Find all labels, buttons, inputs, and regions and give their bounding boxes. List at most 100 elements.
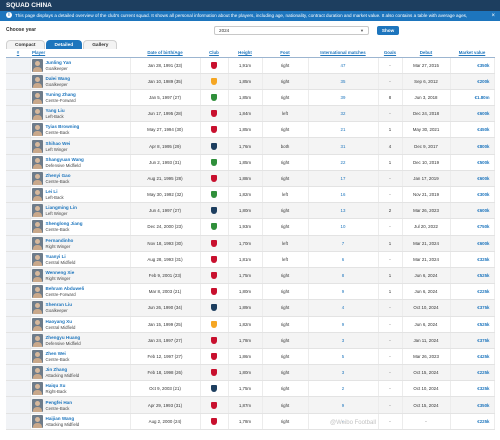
table-row[interactable]: Pengfei Han Centre-Back Apr 29, 1993 (31) 1… (6, 396, 495, 414)
player-name-link[interactable]: Tyias Browning (45, 124, 80, 130)
table-row[interactable]: Yuanyi Li Central Midfield Aug 28, 1993 (3… (6, 251, 495, 268)
matches-cell[interactable]: 9 (308, 396, 379, 414)
club-crest-icon[interactable] (211, 369, 217, 377)
matches-cell[interactable]: 31 (308, 137, 379, 155)
avatar[interactable] (31, 220, 43, 234)
avatar[interactable] (31, 123, 43, 137)
table-row[interactable]: Zhengyu Huang Defensive Midfield Jan 24, 1… (6, 332, 495, 349)
matches-cell[interactable]: 32 (308, 105, 379, 123)
table-row[interactable]: Zhen Wei Centre-Back Feb 12, 1997 (27) 1,86… (6, 348, 495, 366)
col-header-foot[interactable]: Foot (262, 49, 308, 58)
club-crest-icon[interactable] (211, 239, 217, 247)
tab-gallery[interactable]: Gallery (83, 40, 118, 49)
avatar[interactable] (31, 317, 43, 331)
club-crest-icon[interactable] (211, 401, 217, 409)
market-value-link[interactable]: €600k (450, 105, 495, 123)
market-value-link[interactable]: €450k (450, 121, 495, 139)
market-value-link[interactable]: €375k (450, 332, 495, 349)
club-crest-icon[interactable] (211, 158, 217, 166)
club-crest-icon[interactable] (211, 320, 217, 328)
matches-cell[interactable]: 13 (308, 202, 379, 220)
player-name-link[interactable]: Dalei Wang (45, 75, 71, 81)
club-crest-icon[interactable] (211, 304, 217, 312)
year-select[interactable]: 2024 ▼ (214, 25, 370, 35)
player-name-link[interactable]: Zhenyi Gao (45, 172, 71, 178)
player-name-link[interactable]: Jin Zhang (45, 367, 68, 373)
market-value-link[interactable]: €200k (450, 73, 495, 90)
table-row[interactable]: Haoyang Xu Central Midfield Jan 15, 1999 (… (6, 316, 495, 333)
player-name-link[interactable]: Zhen Wei (45, 350, 66, 356)
matches-cell[interactable]: 6 (308, 251, 379, 268)
club-crest-icon[interactable] (211, 207, 217, 215)
avatar[interactable] (31, 366, 43, 380)
avatar[interactable] (31, 382, 43, 396)
player-name-link[interactable]: Liangming Lin (45, 205, 77, 211)
table-row[interactable]: Wenneng Xie Right Winger Feb 9, 2001 (23) 1… (6, 267, 495, 285)
col-header-club[interactable]: Club (200, 49, 228, 58)
player-name-link[interactable]: Haoyang Xu (45, 318, 73, 324)
table-row[interactable]: Haiqu Xu Right-Back Oct 9, 2003 (21) 1,75m r… (6, 380, 495, 398)
table-row[interactable]: Yuning Zhang Centre-Forward Jan 5, 1997 (2… (6, 89, 495, 107)
table-row[interactable]: Shangyuan Wang Defensive Midfield Jun 2, 1… (6, 154, 495, 171)
table-row[interactable]: Junling Yan Goalkeeper Jan 28, 1991 (33) 1,… (6, 57, 495, 74)
matches-cell[interactable]: - (308, 413, 379, 430)
player-name-link[interactable]: Shenglong Jiang (45, 221, 83, 227)
tab-compact[interactable]: Compact (6, 40, 45, 49)
market-value-link[interactable]: €425k (450, 348, 495, 366)
col-header-matches[interactable]: International matches (308, 49, 378, 58)
player-name-link[interactable]: Fernandinho (45, 237, 74, 243)
matches-cell[interactable]: 9 (308, 316, 379, 333)
club-crest-icon[interactable] (211, 77, 217, 85)
col-header-market-value[interactable]: Market value (450, 49, 494, 58)
show-button[interactable]: Show (377, 25, 400, 35)
player-name-link[interactable]: Yuanyi Li (45, 253, 66, 259)
col-header-goals[interactable]: Goals (378, 49, 402, 58)
club-crest-icon[interactable] (211, 223, 217, 231)
matches-cell[interactable]: 2 (308, 380, 379, 398)
player-name-link[interactable]: Yang Liu (45, 108, 65, 114)
club-crest-icon[interactable] (211, 93, 217, 101)
player-name-link[interactable]: Shenran Liu (45, 302, 73, 308)
avatar[interactable] (31, 269, 43, 283)
table-row[interactable]: Lei Li Left-Back May 30, 1992 (32) 1,82m lef… (6, 186, 495, 204)
player-name-link[interactable]: Behram Abduweli (45, 286, 85, 292)
col-header-dob[interactable]: Date of birth/Age (130, 49, 200, 58)
market-value-link[interactable]: €600k (450, 170, 495, 188)
market-value-link[interactable]: €600k (450, 235, 495, 252)
matches-cell[interactable]: 21 (308, 121, 379, 139)
player-name-link[interactable]: Lei Li (45, 189, 58, 195)
avatar[interactable] (31, 252, 43, 266)
club-crest-icon[interactable] (211, 352, 217, 360)
market-value-link[interactable]: €525k (450, 267, 495, 285)
market-value-link[interactable]: €325k (450, 380, 495, 398)
matches-cell[interactable]: 16 (308, 186, 379, 204)
market-value-link[interactable]: €225k (450, 364, 495, 382)
club-crest-icon[interactable] (211, 255, 217, 263)
market-value-link[interactable]: €750k (450, 218, 495, 236)
market-value-link[interactable]: €350k (450, 396, 495, 414)
table-row[interactable]: Shihao Wei Left Winger Apr 8, 1995 (29) 1,7… (6, 137, 495, 155)
player-name-link[interactable]: Wenneng Xie (45, 270, 75, 276)
market-value-link[interactable]: €350k (450, 57, 495, 74)
matches-cell[interactable]: 9 (308, 283, 379, 301)
player-name-link[interactable]: Yuning Zhang (45, 91, 76, 97)
table-row[interactable]: Dalei Wang Goalkeeper Jan 10, 1989 (35) 1,8… (6, 73, 495, 90)
col-header-debut[interactable]: Debut (402, 49, 450, 58)
avatar[interactable] (31, 414, 43, 428)
table-row[interactable]: Liangming Lin Left Winger Jun 4, 1997 (27)… (6, 202, 495, 220)
club-crest-icon[interactable] (211, 110, 217, 118)
avatar[interactable] (31, 58, 43, 72)
player-name-link[interactable]: Zhengyu Huang (45, 334, 81, 340)
matches-cell[interactable]: 39 (308, 89, 379, 107)
table-row[interactable]: Jin Zhang Attacking Midfield Feb 18, 1998 … (6, 364, 495, 382)
avatar[interactable] (31, 74, 43, 88)
club-crest-icon[interactable] (211, 272, 217, 280)
club-crest-icon[interactable] (211, 174, 217, 182)
matches-cell[interactable]: 3 (308, 332, 379, 349)
club-crest-icon[interactable] (211, 142, 217, 150)
matches-cell[interactable]: 35 (308, 73, 379, 90)
table-row[interactable]: Haijian Wang Attacking Midfield Aug 2, 200… (6, 413, 495, 430)
market-value-link[interactable]: €800k (450, 137, 495, 155)
player-name-link[interactable]: Haiqu Xu (45, 383, 66, 389)
avatar[interactable] (31, 285, 43, 299)
